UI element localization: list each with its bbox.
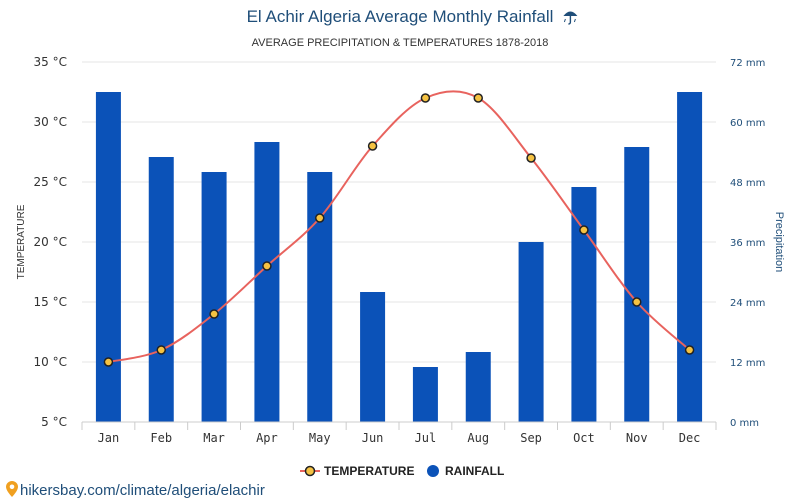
x-tick-label: Sep (520, 431, 542, 445)
right-tick-label: 0 mm (730, 418, 759, 429)
source-link[interactable]: hikersbay.com/climate/algeria/elachir (6, 481, 265, 499)
legend-temperature-marker (304, 465, 316, 477)
x-tick-label: Jan (98, 431, 120, 445)
left-tick-label: 5 °C (41, 415, 67, 429)
temperature-line-path (108, 90, 691, 363)
chart-title: El Achir Algeria Average Monthly Rainfal… (247, 7, 554, 26)
gridlines (82, 61, 716, 363)
x-tick-label: Feb (150, 431, 172, 445)
rainfall-bar[interactable] (95, 92, 121, 422)
left-axis-title: TEMPERATURE (16, 204, 27, 279)
rainfall-bar[interactable] (254, 142, 280, 422)
x-tick-label: Jul (415, 431, 437, 445)
rainfall-bar[interactable] (624, 147, 650, 422)
x-tick-label: Nov (626, 431, 648, 445)
rainfall-bar[interactable] (148, 157, 174, 422)
right-tick-label: 12 mm (730, 358, 765, 369)
legend-rainfall-label: RAINFALL (445, 464, 504, 478)
x-axis: Jan Feb Mar Apr May Jun Jul Aug Sep Oct Nov Dec (81, 421, 717, 445)
x-tick-label: Mar (203, 431, 225, 445)
legend-temperature-label: TEMPERATURE (324, 464, 414, 478)
legend[interactable]: TEMPERATURE RAINFALL (300, 464, 504, 478)
left-tick-label: 35 °C (34, 55, 67, 69)
legend-rainfall-marker (427, 465, 439, 477)
x-tick-label: May (309, 431, 331, 445)
temperature-point[interactable] (367, 141, 378, 151)
temperature-line (103, 90, 695, 367)
left-tick-label: 10 °C (34, 355, 67, 369)
rainfall-bar[interactable] (307, 172, 333, 422)
right-axis-title: Precipitation (773, 212, 785, 273)
x-tick-label: Oct (573, 431, 595, 445)
rainfall-bars (95, 92, 703, 422)
temperature-point[interactable] (632, 297, 642, 307)
legend-item-temperature[interactable]: TEMPERATURE (300, 464, 414, 478)
left-tick-label: 30 °C (34, 115, 67, 129)
right-tick-label: 24 mm (730, 298, 765, 309)
rainfall-bar[interactable] (412, 367, 438, 422)
temperature-point[interactable] (473, 93, 483, 103)
temperature-point[interactable] (209, 309, 219, 319)
rainfall-bar[interactable] (571, 187, 597, 422)
x-tick-label: Jun (362, 431, 384, 445)
temperature-point[interactable] (526, 153, 536, 163)
umbrella-rain-icon (563, 11, 578, 25)
temperature-point[interactable] (579, 225, 589, 235)
right-tick-label: 72 mm (730, 58, 765, 69)
x-tick-label: Dec (679, 431, 701, 445)
rainfall-bar[interactable] (677, 92, 703, 422)
legend-item-rainfall[interactable]: RAINFALL (427, 464, 504, 478)
left-y-axis: 5 °C 10 °C 15 °C 20 °C 25 °C 30 °C 35 °C (34, 55, 67, 429)
location-pin-icon (6, 481, 18, 497)
left-tick-label: 15 °C (34, 295, 67, 309)
title-group: El Achir Algeria Average Monthly Rainfal… (247, 7, 578, 26)
chart-subtitle: AVERAGE PRECIPITATION & TEMPERATURES 187… (252, 37, 549, 49)
right-y-axis: 0 mm 12 mm 24 mm 36 mm 48 mm 60 mm 72 mm (730, 58, 765, 429)
temperature-point[interactable] (684, 345, 695, 355)
right-tick-label: 60 mm (730, 118, 765, 129)
source-text[interactable]: hikersbay.com/climate/algeria/elachir (20, 482, 265, 499)
right-tick-label: 48 mm (730, 178, 765, 189)
x-tick-label: Apr (256, 431, 278, 445)
rainfall-bar[interactable] (360, 292, 386, 422)
left-tick-label: 20 °C (34, 235, 67, 249)
temperature-point[interactable] (156, 345, 166, 355)
left-tick-label: 25 °C (34, 175, 67, 189)
temperature-point[interactable] (262, 261, 272, 271)
right-tick-label: 36 mm (730, 238, 765, 249)
x-tick-label: Aug (467, 431, 489, 445)
temperature-point[interactable] (315, 213, 325, 223)
rainfall-bar[interactable] (465, 352, 491, 422)
temperature-point[interactable] (420, 93, 431, 103)
rainfall-bar[interactable] (201, 172, 227, 422)
temperature-point[interactable] (103, 357, 114, 367)
rainfall-bar[interactable] (518, 242, 544, 422)
